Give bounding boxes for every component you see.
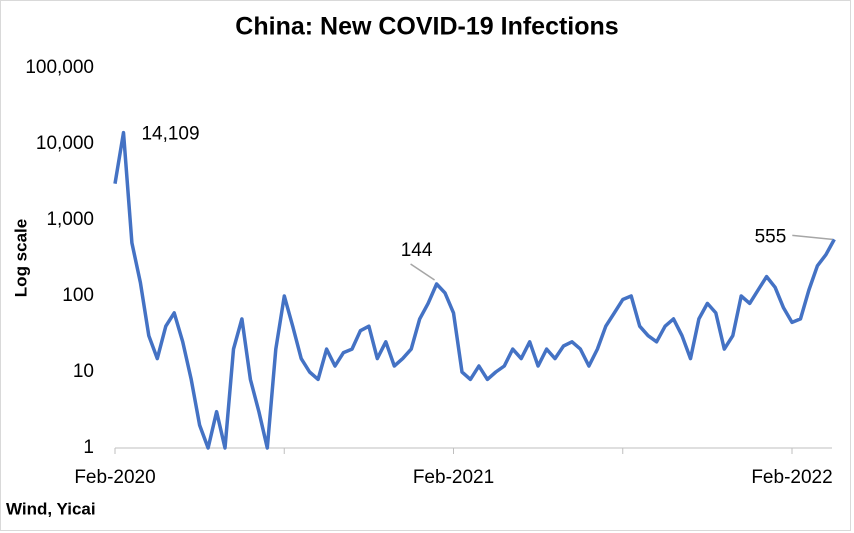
data-label: 555 bbox=[755, 226, 787, 247]
y-axis-label: Log scale bbox=[11, 219, 30, 297]
y-tick-label: 10 bbox=[73, 361, 94, 382]
y-tick-label: 10,000 bbox=[36, 133, 94, 154]
y-tick-label: 1,000 bbox=[46, 209, 94, 230]
y-tick-label: 100,000 bbox=[25, 57, 94, 78]
x-tick-label: Feb-2021 bbox=[413, 467, 494, 488]
chart-title: China: New COVID-19 Infections bbox=[235, 13, 618, 41]
line-series bbox=[113, 130, 836, 450]
leader-line bbox=[792, 234, 833, 241]
x-tick-label: Feb-2020 bbox=[74, 467, 155, 488]
y-tick-label: 1 bbox=[83, 437, 94, 458]
y-tick-label: 100 bbox=[62, 285, 94, 306]
x-tick-label: Feb-2022 bbox=[751, 467, 832, 488]
leader-line bbox=[410, 263, 435, 281]
data-label: 14,109 bbox=[141, 124, 199, 145]
source: Wind, Yicai bbox=[6, 499, 96, 518]
data-label: 144 bbox=[401, 240, 433, 261]
